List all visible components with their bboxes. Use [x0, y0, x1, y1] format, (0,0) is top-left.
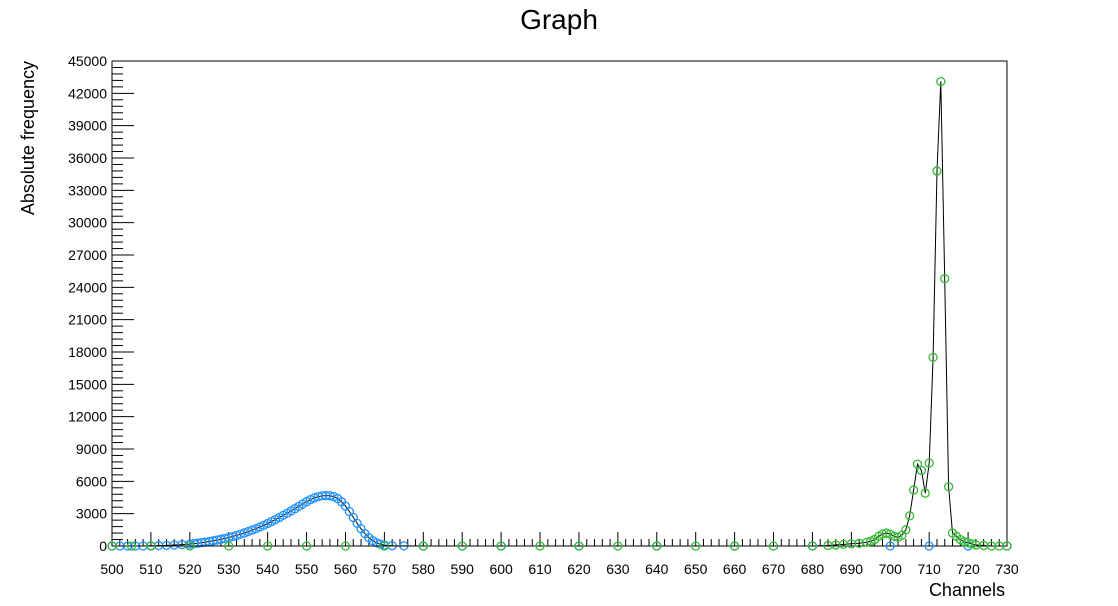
y-tick-label: 18000 — [68, 344, 107, 360]
series-2-point — [126, 541, 137, 551]
series-2-point — [574, 541, 584, 551]
plot-frame — [111, 60, 1008, 547]
series-2-point — [901, 525, 911, 535]
series-2-point — [932, 166, 942, 176]
x-tick-label: 580 — [412, 561, 436, 577]
x-axis-title: Channels — [929, 580, 1005, 600]
x-tick-label: 560 — [334, 561, 358, 577]
series-2-point — [691, 541, 701, 551]
x-tick-label: 500 — [100, 561, 124, 577]
series-2-point — [263, 541, 273, 551]
x-tick-label: 550 — [295, 561, 319, 577]
y-tick-label: 6000 — [76, 473, 107, 489]
y-tick-label: 9000 — [76, 441, 107, 457]
series-2-point — [729, 541, 740, 551]
series-1-point — [239, 528, 249, 538]
series-2-point — [920, 488, 930, 498]
series-2-point — [301, 541, 312, 551]
x-axis: 500 510 520 530 540 550 560 570 580 590 600 610 620 6… — [100, 532, 1019, 577]
y-tick-label: 21000 — [68, 312, 107, 328]
y-tick-label: 3000 — [76, 506, 107, 522]
series-2-point — [967, 539, 977, 549]
series-2-point — [613, 541, 623, 551]
y-tick-label: 33000 — [68, 182, 107, 198]
series-1-point — [885, 541, 895, 551]
series-2-point — [652, 541, 662, 551]
series-2-point — [379, 541, 390, 551]
series-2-point — [146, 541, 156, 551]
y-tick-label: 42000 — [68, 85, 107, 101]
y-tick-label: 0 — [99, 538, 107, 554]
x-tick-label: 600 — [489, 561, 513, 577]
x-tick-label: 530 — [217, 561, 241, 577]
series-1-point — [243, 526, 253, 537]
series-2-point — [185, 541, 195, 551]
series-1-point — [325, 491, 335, 501]
series-layer — [107, 76, 1012, 551]
series-2-point — [535, 541, 545, 551]
series-2-point — [418, 541, 428, 551]
y-tick-label: 12000 — [68, 409, 107, 425]
series-2-point — [940, 274, 950, 284]
x-tick-label: 610 — [528, 561, 552, 577]
y-axis-title: Absolute frequency — [18, 61, 38, 215]
x-tick-label: 690 — [840, 561, 864, 577]
series-2-point — [457, 541, 467, 551]
series-2-point — [936, 76, 946, 87]
series-2-point — [496, 541, 506, 551]
series-2-point — [943, 482, 954, 492]
series-2-point — [916, 465, 927, 476]
y-tick-label: 15000 — [68, 376, 107, 392]
x-tick-label: 510 — [139, 561, 163, 577]
series-2-point — [807, 541, 818, 551]
series-2-point — [1002, 541, 1012, 551]
x-tick-label: 520 — [178, 561, 202, 577]
y-axis: 0 3000 6000 9000 12000 15000 18000 21000 24000 27… — [68, 53, 134, 554]
series-2-point — [924, 458, 934, 468]
x-tick-label: 660 — [723, 561, 747, 577]
series-2-line — [112, 81, 1007, 547]
series-2-point — [107, 541, 117, 551]
x-tick-label: 730 — [995, 561, 1019, 577]
y-tick-label: 30000 — [68, 215, 107, 231]
series-1-line — [112, 495, 1007, 547]
x-tick-label: 710 — [917, 561, 941, 577]
x-tick-label: 680 — [801, 561, 825, 577]
x-tick-label: 570 — [373, 561, 397, 577]
series-1-point — [924, 541, 934, 551]
x-tick-label: 590 — [451, 561, 475, 577]
x-tick-label: 540 — [256, 561, 280, 577]
series-2-point — [881, 528, 892, 538]
y-tick-label: 27000 — [68, 247, 107, 263]
series-2-point — [908, 485, 919, 495]
series-2-point — [928, 352, 938, 363]
series-2-point — [340, 541, 351, 551]
x-tick-label: 630 — [606, 561, 630, 577]
series-2-point — [224, 541, 234, 551]
x-tick-label: 700 — [879, 561, 903, 577]
y-tick-label: 24000 — [68, 279, 107, 295]
chart-title: Graph — [520, 4, 598, 35]
y-tick-label: 36000 — [68, 150, 107, 166]
x-tick-label: 620 — [567, 561, 591, 577]
y-tick-label: 39000 — [68, 118, 107, 134]
y-tick-label: 45000 — [68, 53, 107, 69]
x-tick-label: 670 — [762, 561, 786, 577]
x-tick-label: 720 — [956, 561, 980, 577]
x-tick-label: 650 — [684, 561, 708, 577]
series-2-point — [768, 541, 779, 551]
series-2-point — [905, 511, 915, 521]
x-tick-label: 640 — [645, 561, 669, 577]
